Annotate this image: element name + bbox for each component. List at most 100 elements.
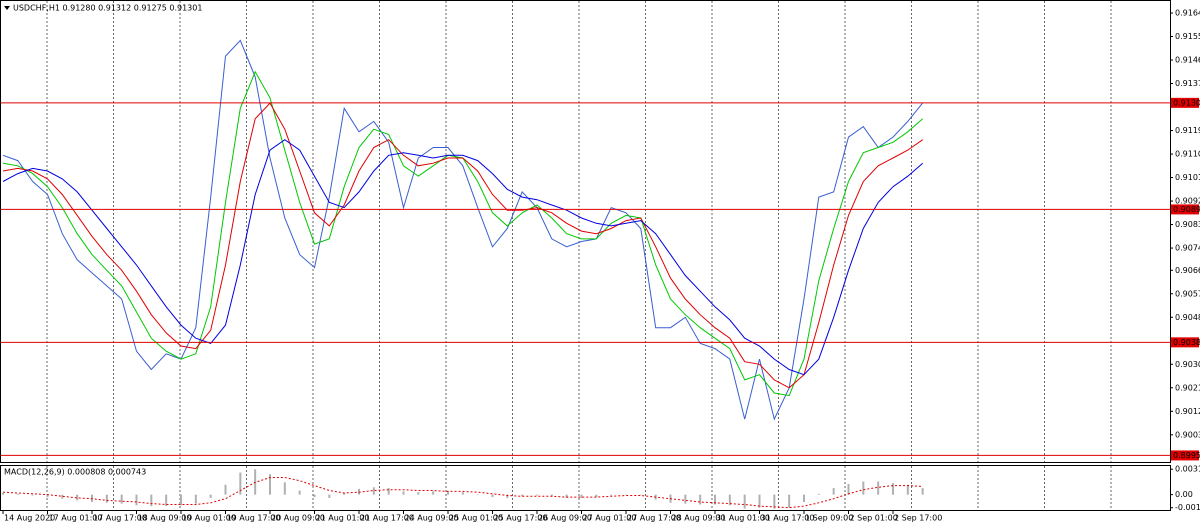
level-label: 0.90384 [1173,338,1200,347]
macd-bar [224,484,227,495]
macd-bar [580,494,583,498]
macd-bar [817,493,820,495]
x-tick-label: 28 Aug 09:00 [672,514,726,523]
macd-bar [639,494,642,496]
y-tick-label: 0.91465 [1175,56,1200,65]
macd-bar [521,494,524,497]
y-tick-label: 0.90210 [1175,383,1200,392]
macd-bar [269,474,271,495]
macd-bar [343,493,346,495]
macd-bar [209,494,212,498]
macd-bar [758,494,761,508]
macd-bar [892,483,894,495]
level-tag [1171,337,1199,348]
y-tick-label: 0.91555 [1175,32,1200,41]
macd-bar [625,494,627,496]
x-tick-label: 17 Aug 01:00 [49,514,103,523]
macd-bar [328,494,331,498]
x-tick-label: 27 Aug 01:00 [583,514,637,523]
macd-bar [491,494,494,498]
x-tick-label: 21 Aug 01:00 [316,514,370,523]
menu-arrow[interactable] [4,6,10,10]
macd-bar [803,494,805,502]
macd-bar [877,481,880,495]
x-tick-label: 1 Sep 09:00 [805,514,853,523]
macd-bar [402,491,405,495]
macd-bar [372,487,375,495]
y-tick-label: 0.91645 [1175,9,1200,18]
macd-bar [447,491,449,495]
chart-title: USDCHF,H1 0.91280 0.91312 0.91275 0.9130… [13,4,202,13]
x-tick-label: 20 Aug 09:00 [271,514,325,523]
macd-bar [31,494,34,496]
x-tick-label: 25 Aug 17:00 [494,514,548,523]
y-tick-label: -0.00160 [1175,503,1200,512]
y-tick-label: 0.90030 [1175,430,1200,439]
macd-bar [743,494,746,509]
y-tick-label: 0.90660 [1175,266,1200,275]
macd-bar [432,491,435,495]
macd-bar [862,481,865,495]
macd-bar [76,494,79,501]
macd-bar [773,494,776,509]
x-tick-label: 2 Sep 01:00 [850,514,898,523]
y-tick-label: 0.91105 [1175,150,1200,159]
macd-bar [283,482,286,495]
macd-bar [906,484,909,495]
x-tick-label: 26 Aug 09:00 [538,514,592,523]
macd-bar [194,494,197,504]
macd-bar [921,488,924,495]
macd-bar [565,494,568,498]
macd-bar [728,494,731,506]
level-label: 0.91301 [1173,98,1200,107]
macd-bar [550,494,553,497]
moving-average [2,139,924,376]
macd-bar [165,494,168,507]
signal-line [2,477,923,509]
macd-bar [61,494,64,499]
level-label: 0.89951 [1173,451,1200,460]
macd-bar [476,494,479,496]
x-tick-label: 21 Aug 17:00 [360,514,414,523]
macd-bar [536,494,538,496]
level-label: 0.90893 [1173,205,1200,214]
macd-bar [788,494,791,508]
y-tick-label: 0.90925 [1175,197,1200,206]
y-tick-label: 0.90300 [1175,360,1200,369]
x-tick-label: 19 Aug 17:00 [227,514,281,523]
x-tick-label: 18 Aug 09:00 [138,514,192,523]
macd-frame [0,465,1171,511]
macd-bar [610,494,613,496]
x-tick-label: 25 Aug 01:00 [449,514,503,523]
macd-bar [417,492,420,495]
level-tag [1171,204,1199,215]
macd-bar [180,494,182,506]
y-tick-label: 0.90835 [1175,220,1200,229]
macd-bar [298,490,301,495]
macd-bar [832,488,835,495]
macd-bar [150,494,153,507]
macd-bar [46,494,49,498]
y-tick-label: 0.90480 [1175,313,1200,322]
macd-bar [120,494,123,504]
macd-bar [506,494,509,498]
y-tick-label: 0.90120 [1175,407,1200,416]
x-tick-label: 24 Aug 09:00 [405,514,459,523]
x-tick-label: 2 Sep 17:00 [894,514,942,523]
macd-bar [16,493,19,495]
macd-bar [387,488,390,495]
level-tag [1171,97,1199,108]
macd-bar [595,494,598,498]
price-line [2,39,924,421]
plot [2,39,924,509]
macd-bar [699,494,702,505]
macd-bar [461,492,464,495]
moving-average [2,102,923,389]
macd-bar [135,494,138,506]
macd-bar [847,484,850,495]
y-tick-label: 0.90570 [1175,289,1200,298]
y-tick-label: 0.00 [1175,490,1193,499]
y-tick-label: 0.91015 [1175,173,1200,182]
x-tick-label: 17 Aug 17:00 [93,514,147,523]
